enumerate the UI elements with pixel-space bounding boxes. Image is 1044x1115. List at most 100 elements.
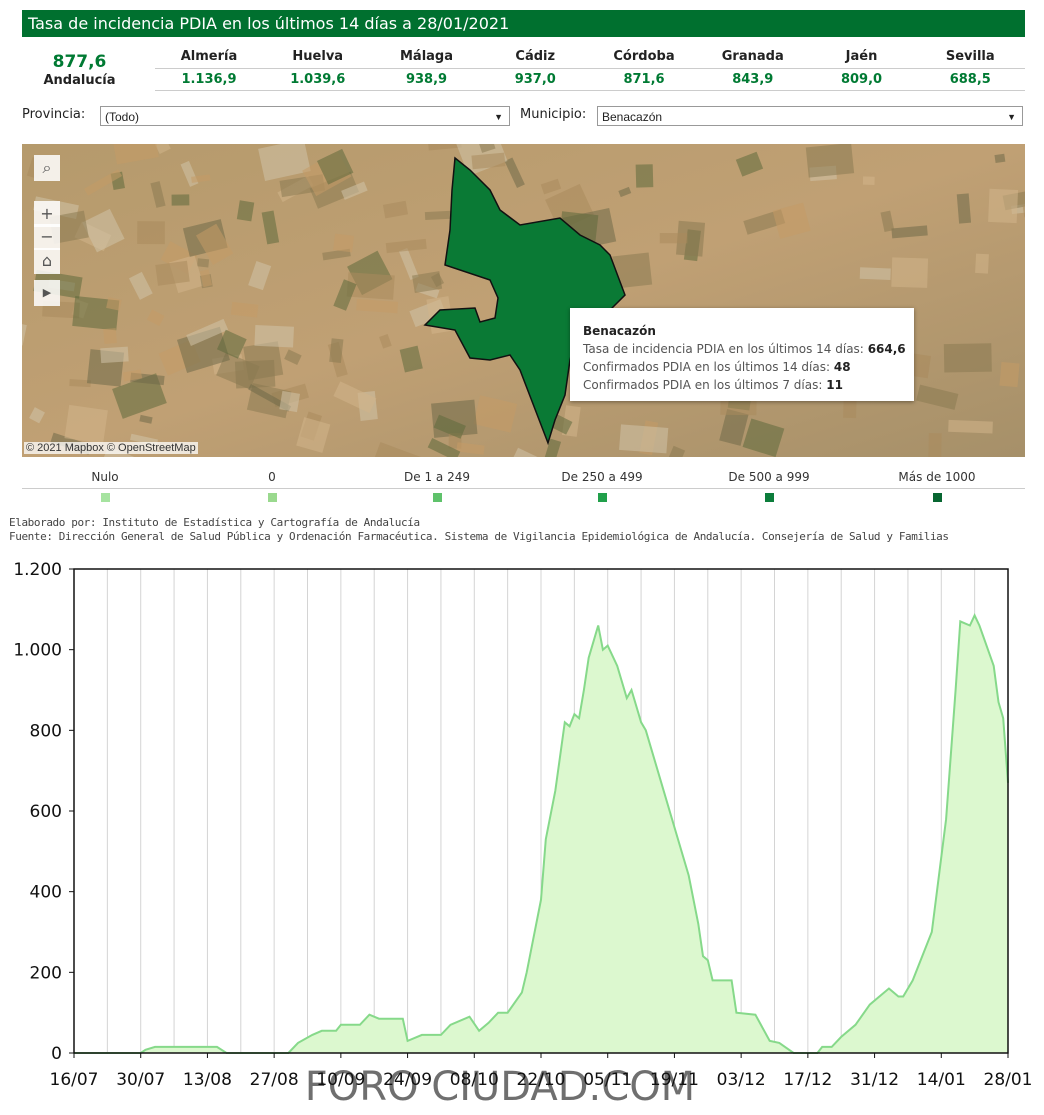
home-button[interactable]: ⌂ bbox=[34, 248, 60, 274]
tooltip-rows: Tasa de incidencia PDIA en los últimos 1… bbox=[583, 340, 914, 394]
province-value: 1.039,6 bbox=[290, 72, 346, 87]
map-field bbox=[735, 151, 764, 177]
map-field bbox=[258, 144, 311, 181]
x-tick-label: 13/08 bbox=[183, 1070, 232, 1090]
province-value: 1.136,9 bbox=[181, 72, 237, 87]
map-field bbox=[186, 318, 229, 346]
map-field bbox=[22, 322, 27, 346]
legend-swatch bbox=[101, 493, 110, 502]
map-field bbox=[309, 171, 360, 209]
map-field bbox=[100, 346, 129, 364]
tooltip-label: Confirmados PDIA en los últimos 14 días: bbox=[583, 360, 831, 374]
map-field bbox=[994, 153, 1006, 163]
map-field bbox=[84, 169, 123, 196]
province-name: Málaga bbox=[399, 49, 453, 64]
map-attribution: © 2021 Mapbox © OpenStreetMap bbox=[24, 442, 198, 454]
province-name: Almería bbox=[180, 49, 238, 64]
map-field bbox=[456, 442, 485, 455]
header-title: Tasa de incidencia PDIA en los últimos 1… bbox=[22, 10, 1025, 37]
province-value: 688,5 bbox=[949, 72, 991, 87]
map-field bbox=[374, 442, 424, 457]
province-value: 871,6 bbox=[623, 72, 665, 87]
zoom-in-button[interactable]: + bbox=[34, 201, 60, 227]
map-field bbox=[659, 232, 688, 244]
map-field bbox=[772, 202, 811, 239]
map-field bbox=[742, 418, 785, 457]
map-field bbox=[128, 271, 153, 300]
map-field bbox=[64, 404, 108, 444]
province-select[interactable]: (Todo) ▼ bbox=[100, 106, 510, 126]
map-field bbox=[619, 424, 669, 454]
map-field bbox=[891, 225, 928, 239]
map-field bbox=[504, 157, 525, 189]
map-field bbox=[199, 269, 213, 288]
map-field bbox=[948, 419, 993, 434]
tooltip-row: Confirmados PDIA en los últimos 14 días:… bbox=[583, 358, 914, 376]
filter-label: Provincia: bbox=[22, 107, 86, 122]
map-field bbox=[111, 144, 159, 165]
map-field bbox=[999, 361, 1020, 388]
y-tick-label: 1.000 bbox=[13, 641, 62, 661]
map-field bbox=[248, 261, 272, 291]
map-field bbox=[635, 164, 654, 188]
map-field bbox=[805, 144, 855, 178]
legend-swatch bbox=[765, 493, 774, 502]
map-field bbox=[975, 253, 989, 274]
map-field bbox=[69, 379, 91, 388]
map-field bbox=[230, 301, 259, 318]
map-field bbox=[891, 257, 929, 288]
map[interactable] bbox=[22, 144, 1025, 457]
map-field bbox=[667, 445, 686, 457]
map-field bbox=[191, 174, 211, 183]
municipality-shape[interactable] bbox=[423, 156, 626, 446]
legend-label: De 500 a 999 bbox=[728, 470, 810, 484]
map-field bbox=[98, 446, 140, 457]
tooltip-value: 48 bbox=[833, 360, 851, 374]
x-tick-label: 05/11 bbox=[583, 1070, 632, 1090]
map-field bbox=[322, 248, 351, 261]
map-field bbox=[988, 188, 1019, 224]
x-tick-label: 03/12 bbox=[717, 1070, 766, 1090]
map-field bbox=[471, 152, 506, 170]
map-field bbox=[236, 200, 255, 222]
map-field bbox=[333, 279, 357, 311]
map-field bbox=[139, 414, 153, 424]
map-field bbox=[254, 324, 294, 348]
map-field bbox=[428, 144, 462, 151]
province-name: Cádiz bbox=[515, 49, 556, 64]
map-field bbox=[473, 395, 518, 433]
tooltip-title: Benacazón bbox=[583, 324, 656, 338]
legend-swatch bbox=[933, 493, 942, 502]
legend-swatch bbox=[433, 493, 442, 502]
x-tick-label: 19/11 bbox=[650, 1070, 699, 1090]
map-field bbox=[382, 200, 409, 219]
legend-swatch bbox=[268, 493, 277, 502]
map-field bbox=[216, 329, 247, 359]
map-field bbox=[427, 437, 461, 457]
map-field bbox=[341, 181, 368, 200]
tooltip-label: Confirmados PDIA en los últimos 7 días: bbox=[583, 378, 823, 392]
y-tick-label: 600 bbox=[30, 802, 62, 822]
map-field bbox=[412, 271, 443, 294]
y-tick-label: 0 bbox=[51, 1044, 62, 1064]
x-tick-label: 28/01 bbox=[984, 1070, 1033, 1090]
map-field bbox=[243, 341, 284, 381]
map-field bbox=[279, 390, 301, 413]
map-field bbox=[399, 345, 423, 373]
search-button[interactable]: ⌕ bbox=[34, 155, 60, 181]
map-field bbox=[155, 260, 190, 286]
line bbox=[74, 613, 1009, 1054]
map-field bbox=[612, 252, 653, 289]
play-button[interactable]: ▶ bbox=[34, 280, 60, 306]
x-tick-label: 22/10 bbox=[517, 1070, 566, 1090]
legend-label: Nulo bbox=[91, 470, 119, 484]
province-table: Almería 1.136,9 Huelva 1.039,6 Málaga 938,9 Cá… bbox=[155, 46, 1025, 91]
map-field bbox=[928, 433, 942, 457]
select-value: Benacazón bbox=[602, 110, 663, 124]
map-field bbox=[346, 272, 395, 300]
map-field bbox=[956, 193, 972, 224]
total-value: 877,6 bbox=[52, 52, 107, 72]
municipality-select[interactable]: Benacazón ▼ bbox=[597, 106, 1023, 126]
zoom-out-button[interactable]: − bbox=[34, 224, 60, 250]
